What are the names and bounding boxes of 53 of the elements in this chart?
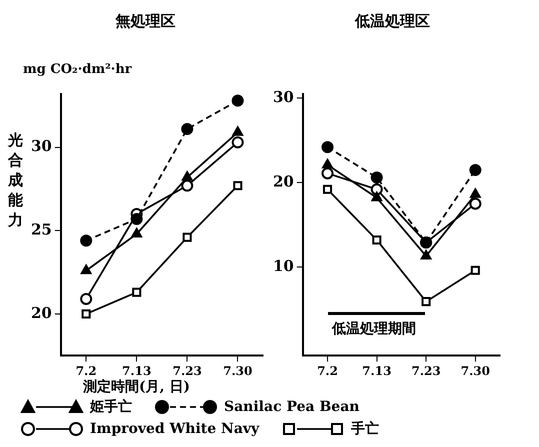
point <box>181 180 194 192</box>
point <box>322 158 333 168</box>
x-tick-label: 7.13 <box>362 364 392 378</box>
point <box>232 126 244 136</box>
point <box>420 250 432 260</box>
point <box>130 212 143 225</box>
chart-title: 低温処理区 <box>355 12 430 31</box>
point <box>470 188 481 198</box>
y-tick-label: 20 <box>31 304 52 322</box>
x-tick-label: 7.13 <box>122 364 152 378</box>
text: mg CO₂·dm²·hr <box>23 62 132 77</box>
point <box>422 297 431 306</box>
point <box>469 198 482 210</box>
point <box>469 164 482 176</box>
legend-label: 姫手亡 <box>90 398 132 416</box>
legend-label: 手亡 <box>351 420 380 438</box>
legend-label: Sanilac Pea Bean <box>224 399 360 415</box>
point <box>372 235 382 245</box>
point <box>182 232 192 242</box>
point <box>322 167 334 180</box>
point <box>322 184 332 194</box>
chart-title: 無処理区 <box>116 12 176 31</box>
point <box>82 309 91 318</box>
y-tick-label: 20 <box>273 172 294 190</box>
point <box>132 288 142 297</box>
x-tick-label: 7.23 <box>172 364 202 378</box>
y-tick-label: 30 <box>273 88 294 106</box>
point <box>131 228 142 238</box>
point <box>470 266 480 275</box>
point <box>182 171 193 181</box>
point <box>322 141 334 154</box>
y-tick-label: 25 <box>31 220 52 239</box>
point <box>232 94 244 107</box>
x-tick-label: 7.2 <box>76 364 97 378</box>
point <box>233 181 242 190</box>
point <box>80 234 92 247</box>
point <box>181 122 194 135</box>
x-tick-label: 7.30 <box>460 364 490 378</box>
x-tick-label: 7.23 <box>411 364 441 378</box>
annotation: 低温処理期間 <box>332 320 416 338</box>
x-axis-title: 測定時間(月, 日) <box>83 378 190 396</box>
point <box>370 183 383 196</box>
y-tick-label: 10 <box>273 256 294 275</box>
y-tick-label: 30 <box>31 137 52 156</box>
point <box>232 136 244 148</box>
legend-label: Improved White Navy <box>90 421 260 437</box>
point <box>371 192 382 202</box>
point <box>80 292 92 305</box>
x-tick-label: 7.2 <box>317 364 338 378</box>
point <box>370 172 383 184</box>
x-tick-label: 7.30 <box>223 364 252 378</box>
point <box>80 264 92 274</box>
y-axis-title: 光合成能力 <box>8 130 24 230</box>
